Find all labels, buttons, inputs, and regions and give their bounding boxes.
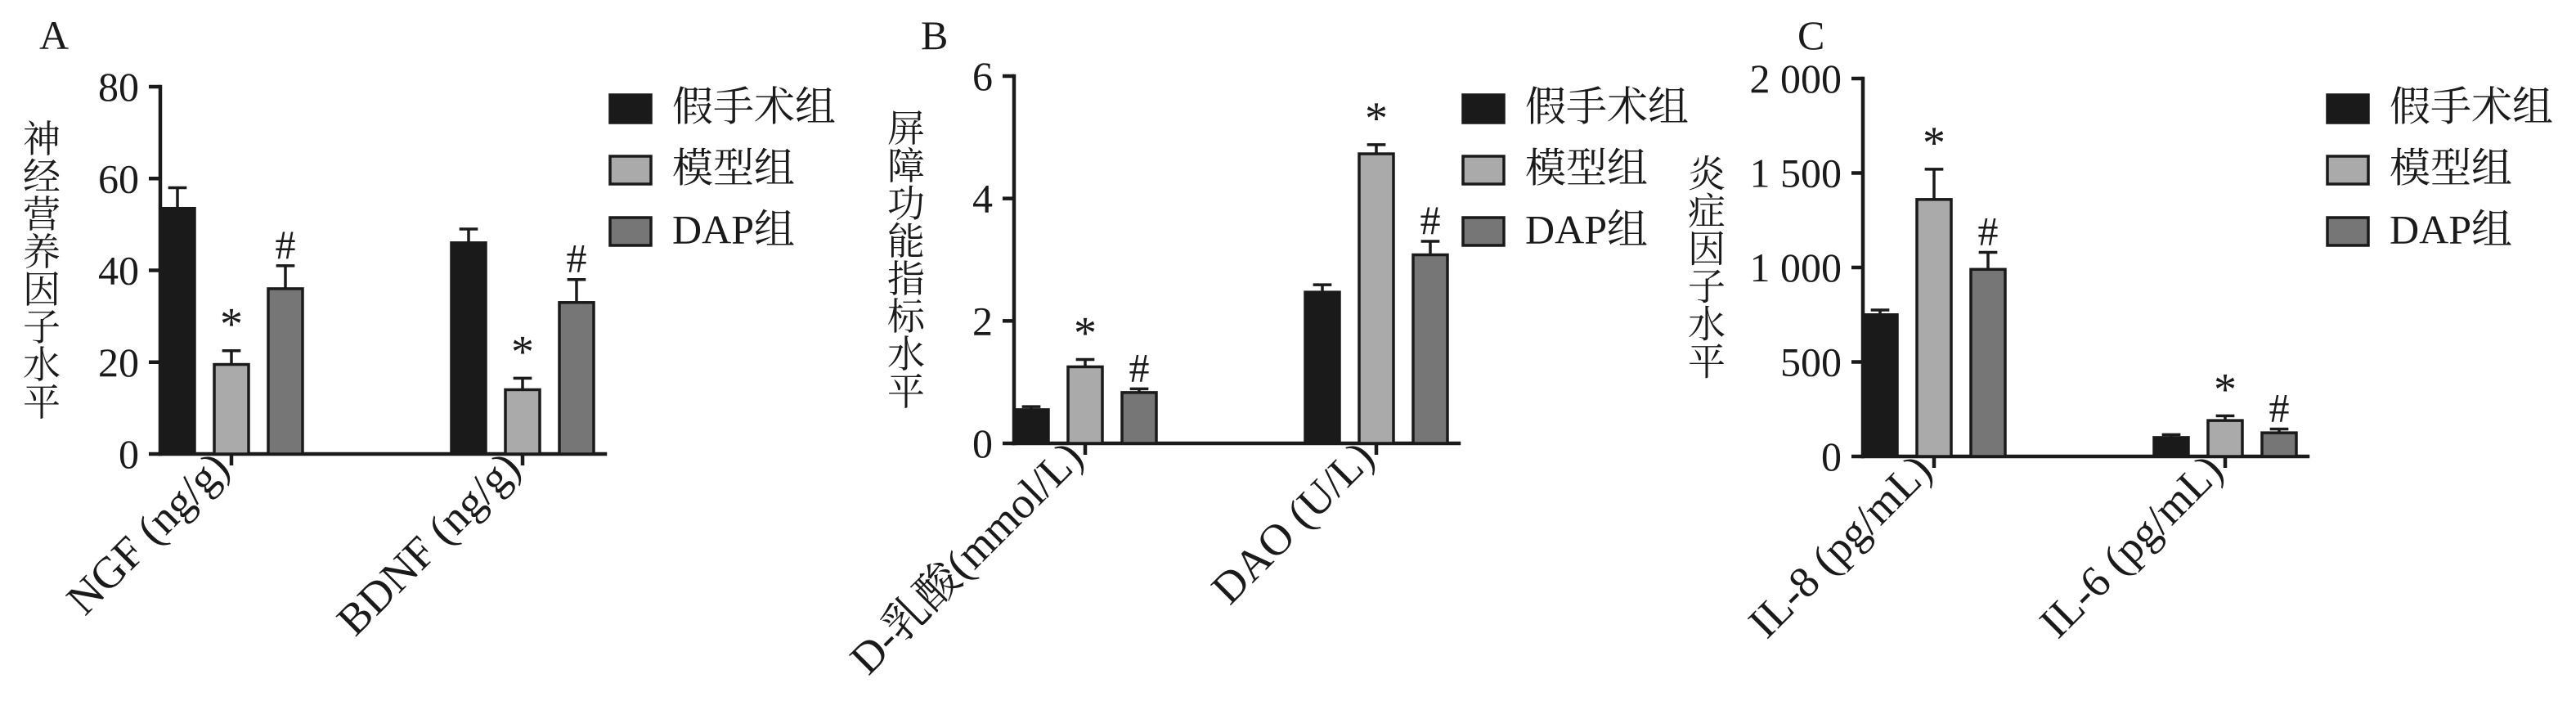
- svg-text:水: 水: [1688, 304, 1726, 346]
- svg-text:0: 0: [1821, 434, 1842, 479]
- svg-text:1 000: 1 000: [1750, 245, 1842, 290]
- svg-text:BDNF (ng/g): BDNF (ng/g): [327, 443, 529, 645]
- svg-text:模型组: 模型组: [1525, 145, 1648, 191]
- svg-text:20: 20: [98, 339, 139, 385]
- svg-text:*: *: [511, 326, 534, 377]
- svg-text:平: 平: [23, 382, 61, 424]
- svg-text:*: *: [220, 299, 243, 350]
- svg-text:#: #: [1129, 344, 1150, 390]
- svg-text:#: #: [1978, 209, 1999, 254]
- svg-text:水: 水: [887, 334, 925, 375]
- svg-text:标: 标: [887, 296, 927, 338]
- svg-text:DAO (U/L): DAO (U/L): [1202, 432, 1384, 613]
- svg-text:0: 0: [119, 431, 139, 477]
- svg-text:2 000: 2 000: [1750, 56, 1842, 101]
- svg-text:NGF (ng/g): NGF (ng/g): [57, 443, 239, 624]
- svg-text:40: 40: [98, 248, 139, 294]
- svg-text:平: 平: [1688, 342, 1726, 384]
- svg-text:屏: 屏: [887, 108, 925, 150]
- svg-text:0: 0: [972, 420, 993, 466]
- svg-text:假手术组: 假手术组: [672, 83, 836, 129]
- svg-text:平: 平: [887, 371, 925, 413]
- svg-text:养: 养: [23, 231, 61, 273]
- svg-text:子: 子: [23, 307, 61, 348]
- svg-text:C: C: [1797, 12, 1824, 58]
- svg-text:水: 水: [23, 344, 61, 386]
- svg-text:障: 障: [887, 146, 925, 187]
- svg-text:*: *: [1923, 118, 1945, 169]
- svg-text:假手术组: 假手术组: [2390, 83, 2553, 129]
- svg-text:*: *: [1074, 308, 1097, 358]
- svg-text:症: 症: [1688, 191, 1726, 233]
- svg-text:营: 营: [23, 194, 61, 236]
- svg-text:1 500: 1 500: [1750, 151, 1842, 196]
- svg-text:#: #: [567, 236, 587, 281]
- svg-text:能: 能: [887, 221, 925, 263]
- svg-text:指: 指: [887, 258, 925, 300]
- svg-text:4: 4: [972, 176, 993, 222]
- svg-text:子: 子: [1688, 267, 1726, 308]
- svg-text:因: 因: [1688, 229, 1726, 271]
- svg-text:500: 500: [1780, 339, 1842, 385]
- svg-text:模型组: 模型组: [2390, 145, 2512, 191]
- svg-text:炎: 炎: [1688, 154, 1726, 195]
- svg-text:*: *: [1365, 93, 1388, 144]
- svg-text:神: 神: [23, 119, 61, 160]
- svg-text:#: #: [1420, 197, 1441, 243]
- svg-text:*: *: [2214, 364, 2237, 415]
- svg-text:80: 80: [98, 64, 139, 110]
- svg-text:B: B: [921, 12, 948, 58]
- svg-text:因: 因: [23, 269, 61, 311]
- svg-text:#: #: [2269, 385, 2290, 431]
- svg-text:A: A: [39, 12, 69, 58]
- svg-text:经: 经: [23, 156, 61, 198]
- svg-text:D-乳酸(mmol/L): D-乳酸(mmol/L): [841, 432, 1093, 684]
- svg-text:6: 6: [972, 53, 993, 99]
- svg-text:IL-6 (pg/mL): IL-6 (pg/mL): [2030, 445, 2232, 647]
- svg-text:DAP组: DAP组: [2390, 206, 2512, 252]
- svg-text:模型组: 模型组: [672, 145, 795, 191]
- svg-text:假手术组: 假手术组: [1525, 83, 1689, 129]
- svg-text:60: 60: [98, 155, 139, 201]
- svg-text:DAP组: DAP组: [1525, 206, 1648, 252]
- svg-text:2: 2: [972, 298, 993, 344]
- svg-text:#: #: [276, 222, 296, 267]
- svg-text:DAP组: DAP组: [672, 206, 795, 252]
- svg-text:功: 功: [887, 183, 925, 225]
